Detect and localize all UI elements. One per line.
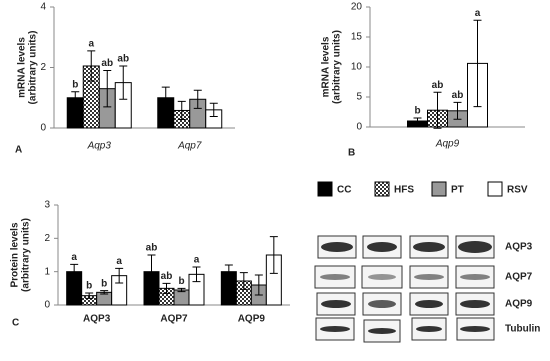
y-tick-label: 4 [40, 2, 46, 13]
error-bar [473, 19, 482, 108]
error-bar [177, 287, 186, 293]
y-axis-label: (arbitrary units) [21, 218, 32, 292]
legend-swatch [431, 181, 447, 197]
panel-label: A [15, 145, 22, 156]
blot-label: AQP3 [505, 242, 533, 253]
y-tick-label: 0 [44, 300, 50, 311]
error-bar [269, 236, 278, 274]
legend-swatch [317, 181, 333, 197]
blot [314, 235, 495, 343]
y-axis-label: mRNA levels [17, 37, 28, 98]
y-axis-label: (arbitrary units) [332, 30, 343, 104]
significance-label: ab [101, 58, 113, 69]
error-bar [119, 65, 128, 100]
significance-label: b [414, 106, 420, 117]
bar [173, 289, 190, 306]
y-tick-label: 5 [356, 92, 362, 103]
error-bar [192, 266, 201, 283]
error-bar [85, 292, 94, 299]
x-tick-label: Aqp7 [177, 141, 202, 152]
significance-label: b [178, 276, 184, 287]
y-tick-label: 0 [40, 123, 46, 134]
x-tick-label: AQP3 [83, 314, 111, 325]
error-bar [209, 102, 218, 118]
legend-swatch [374, 181, 390, 197]
error-bar [100, 290, 109, 295]
error-bar [433, 91, 442, 129]
significance-label: a [88, 39, 94, 50]
panel-label: B [348, 148, 355, 159]
error-bar [147, 254, 156, 289]
error-bar [193, 89, 202, 109]
error-bar [87, 50, 96, 82]
legend-label: RSV [507, 185, 528, 196]
significance-label: a [475, 8, 481, 19]
significance-label: ab [146, 243, 158, 254]
error-bar [239, 272, 248, 290]
y-axis-label: (arbitrary units) [28, 31, 39, 105]
blot-label: Tubulin [505, 324, 540, 335]
y-tick-label: 1 [44, 266, 50, 277]
significance-label: a [194, 255, 200, 266]
y-axis-label: mRNA levels [321, 36, 332, 97]
y-tick-label: 2 [40, 62, 46, 73]
error-bar [224, 264, 233, 279]
error-bar [254, 274, 263, 296]
significance-label: b [101, 278, 107, 289]
y-tick-label: 2 [44, 233, 50, 244]
y-axis-label: Protein levels [10, 222, 21, 287]
y-tick-label: 20 [351, 2, 363, 13]
x-tick-label: AQP9 [238, 314, 266, 325]
legend-label: CC [337, 185, 351, 196]
error-bar [115, 267, 124, 284]
significance-label: ab [117, 54, 129, 65]
significance-label: b [72, 79, 78, 90]
error-bar [71, 91, 80, 105]
x-tick-label: AQP7 [160, 314, 188, 325]
error-bar [413, 117, 422, 125]
error-bar [70, 263, 79, 280]
significance-label: b [86, 281, 92, 292]
significance-label: ab [432, 80, 444, 91]
error-bar [161, 86, 170, 109]
y-tick-label: 0 [356, 122, 362, 133]
error-bar [162, 282, 171, 294]
panel-label: C [12, 318, 19, 329]
error-bar [103, 70, 112, 108]
legend-label: HFS [394, 185, 414, 196]
x-tick-label: Aqp9 [435, 139, 460, 150]
significance-label: a [116, 256, 122, 267]
error-bar [177, 100, 186, 121]
significance-label: ab [161, 271, 173, 282]
x-tick-label: Aqp3 [87, 141, 112, 152]
y-tick-label: 3 [44, 200, 50, 211]
error-bar [453, 101, 462, 120]
y-tick-label: 10 [351, 62, 363, 73]
significance-label: ab [452, 90, 464, 101]
significance-label: a [71, 252, 77, 263]
blot-label: AQP9 [505, 299, 533, 310]
y-tick-label: 15 [351, 32, 363, 43]
legend-swatch [487, 181, 503, 197]
blot-label: AQP7 [505, 272, 533, 283]
legend-label: PT [451, 185, 464, 196]
